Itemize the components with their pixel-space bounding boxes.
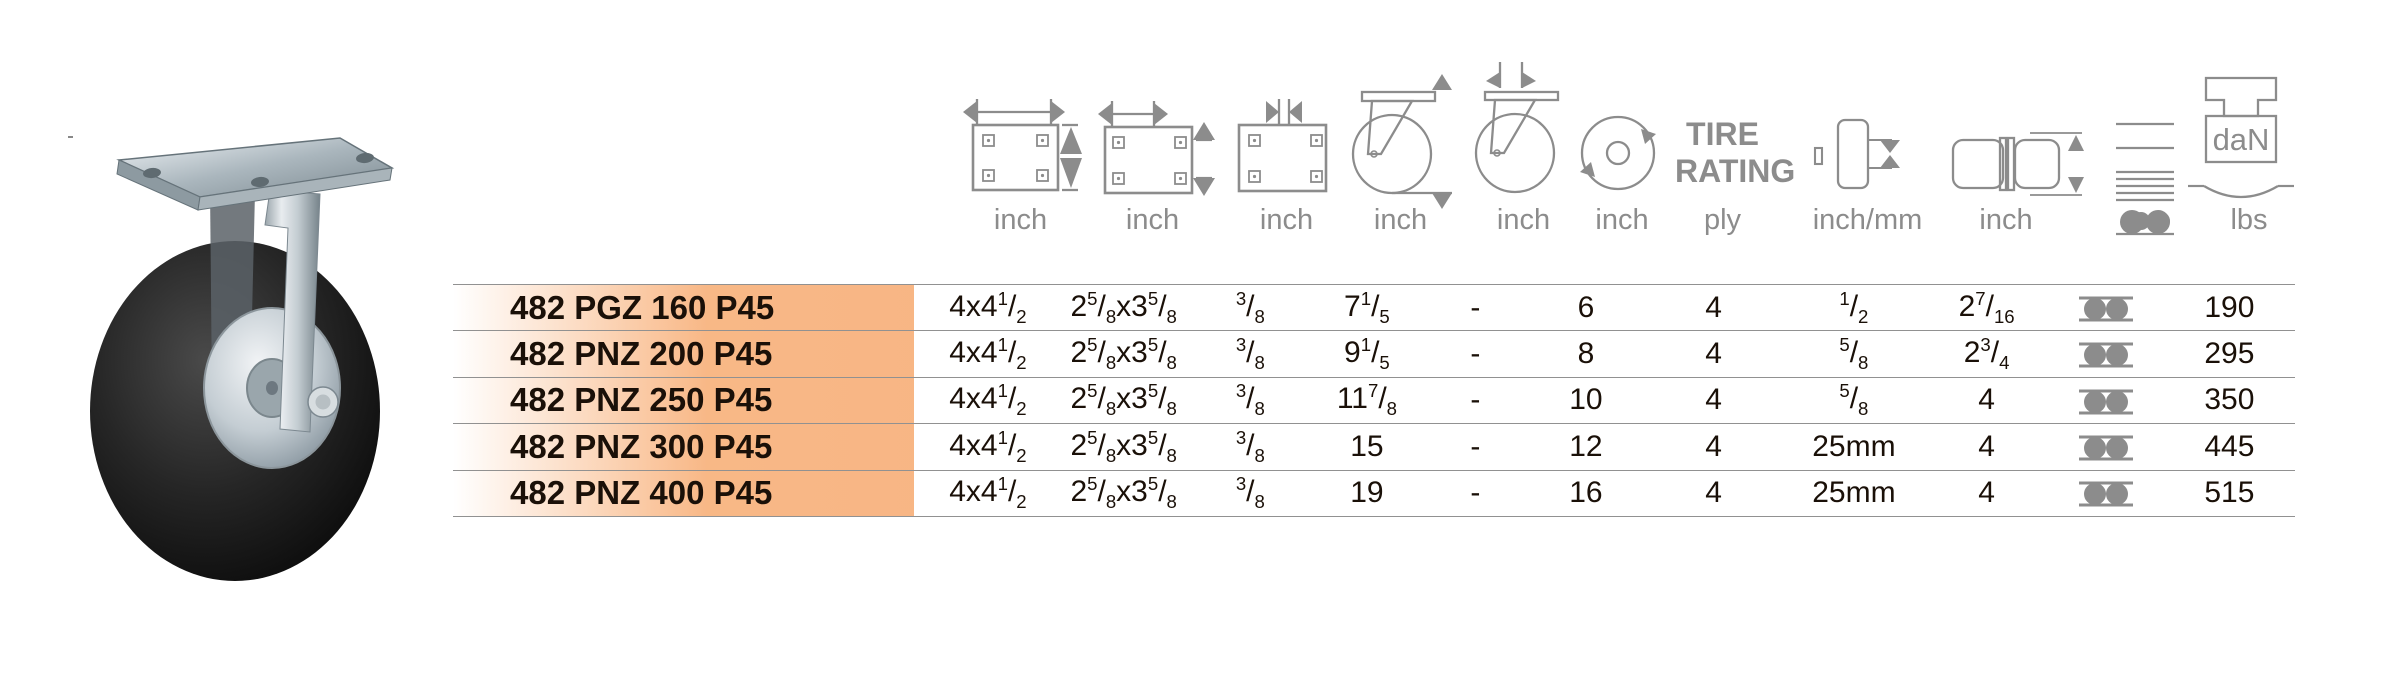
svg-text:daN: daN — [2213, 122, 2270, 157]
